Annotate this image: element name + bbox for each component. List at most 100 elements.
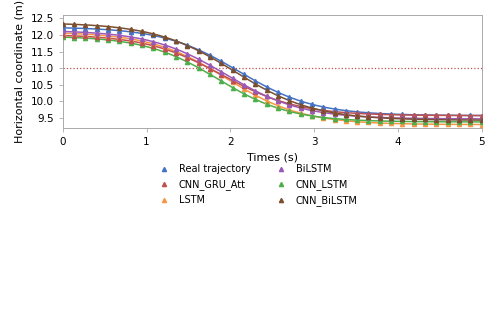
CNN_GRU_Att [343, 111, 349, 115]
CNN_GRU_Att [275, 98, 281, 102]
BiLSTM [275, 99, 281, 103]
CNN_BiLSTM [444, 118, 450, 122]
CNN_LSTM [128, 41, 134, 45]
BiLSTM [207, 64, 213, 67]
LSTM [468, 122, 473, 126]
CNN_GRU_Att [388, 113, 394, 117]
LSTM [162, 45, 168, 49]
CNN_GRU_Att [139, 41, 145, 45]
LSTM [286, 108, 292, 112]
CNN_LSTM [275, 106, 281, 110]
LSTM [207, 67, 213, 71]
Real trajectory [275, 90, 281, 94]
LSTM [116, 35, 122, 39]
LSTM [184, 54, 190, 58]
CNN_LSTM [150, 47, 156, 51]
LSTM [150, 42, 156, 46]
Line: CNN_BiLSTM: CNN_BiLSTM [61, 22, 484, 122]
LSTM [173, 50, 179, 53]
CNN_GRU_Att [252, 90, 258, 94]
LSTM [298, 111, 304, 115]
LSTM [478, 122, 484, 126]
CNN_GRU_Att [332, 110, 338, 114]
CNN_LSTM [422, 120, 428, 124]
LSTM [71, 32, 77, 36]
CNN_BiLSTM [468, 118, 473, 122]
BiLSTM [309, 109, 315, 112]
Real trajectory [60, 26, 66, 30]
CNN_BiLSTM [128, 28, 134, 31]
CNN_LSTM [241, 92, 247, 96]
CNN_BiLSTM [478, 118, 484, 122]
CNN_GRU_Att [105, 36, 111, 40]
BiLSTM [343, 113, 349, 117]
Real trajectory [411, 113, 417, 117]
CNN_LSTM [196, 66, 202, 70]
BiLSTM [218, 70, 224, 74]
Y-axis label: Horizontal coordinate (m): Horizontal coordinate (m) [15, 0, 25, 143]
CNN_LSTM [411, 120, 417, 123]
CNN_BiLSTM [230, 68, 235, 72]
CNN_LSTM [400, 120, 406, 123]
CNN_BiLSTM [196, 49, 202, 53]
LSTM [230, 80, 235, 84]
Real trajectory [184, 43, 190, 47]
Line: CNN_GRU_Att: CNN_GRU_Att [61, 33, 484, 118]
LSTM [343, 119, 349, 123]
CNN_BiLSTM [162, 35, 168, 39]
CNN_LSTM [162, 50, 168, 54]
CNN_LSTM [388, 119, 394, 123]
Real trajectory [173, 39, 179, 43]
CNN_GRU_Att [444, 113, 450, 117]
CNN_GRU_Att [478, 114, 484, 118]
LSTM [275, 104, 281, 108]
Real trajectory [422, 113, 428, 117]
Real trajectory [196, 48, 202, 52]
CNN_BiLSTM [173, 39, 179, 43]
BiLSTM [173, 47, 179, 51]
Real trajectory [218, 59, 224, 63]
LSTM [400, 122, 406, 126]
BiLSTM [411, 116, 417, 120]
LSTM [411, 122, 417, 126]
CNN_BiLSTM [343, 113, 349, 117]
BiLSTM [139, 37, 145, 41]
CNN_BiLSTM [456, 118, 462, 122]
BiLSTM [230, 76, 235, 80]
Real trajectory [434, 113, 440, 117]
CNN_GRU_Att [207, 67, 213, 71]
CNN_LSTM [377, 119, 383, 123]
LSTM [82, 32, 88, 36]
Real trajectory [105, 28, 111, 32]
BiLSTM [252, 89, 258, 93]
CNN_BiLSTM [354, 114, 360, 118]
Line: CNN_LSTM: CNN_LSTM [61, 35, 484, 124]
Real trajectory [230, 66, 235, 70]
Line: Real trajectory: Real trajectory [61, 26, 484, 118]
BiLSTM [116, 33, 122, 37]
CNN_BiLSTM [264, 88, 270, 92]
BiLSTM [444, 117, 450, 121]
CNN_GRU_Att [354, 111, 360, 115]
BiLSTM [71, 30, 77, 34]
Real trajectory [82, 27, 88, 30]
Real trajectory [139, 31, 145, 35]
CNN_LSTM [354, 118, 360, 122]
Real trajectory [241, 72, 247, 76]
LSTM [422, 122, 428, 126]
CNN_LSTM [105, 38, 111, 42]
CNN_LSTM [173, 55, 179, 59]
Real trajectory [286, 95, 292, 99]
CNN_BiLSTM [139, 29, 145, 33]
CNN_BiLSTM [275, 94, 281, 98]
CNN_BiLSTM [71, 22, 77, 26]
CNN_BiLSTM [286, 98, 292, 102]
Real trajectory [207, 53, 213, 57]
Real trajectory [298, 99, 304, 103]
CNN_LSTM [468, 120, 473, 124]
Real trajectory [388, 112, 394, 116]
BiLSTM [162, 43, 168, 47]
CNN_LSTM [434, 120, 440, 124]
BiLSTM [105, 32, 111, 36]
Real trajectory [162, 36, 168, 40]
